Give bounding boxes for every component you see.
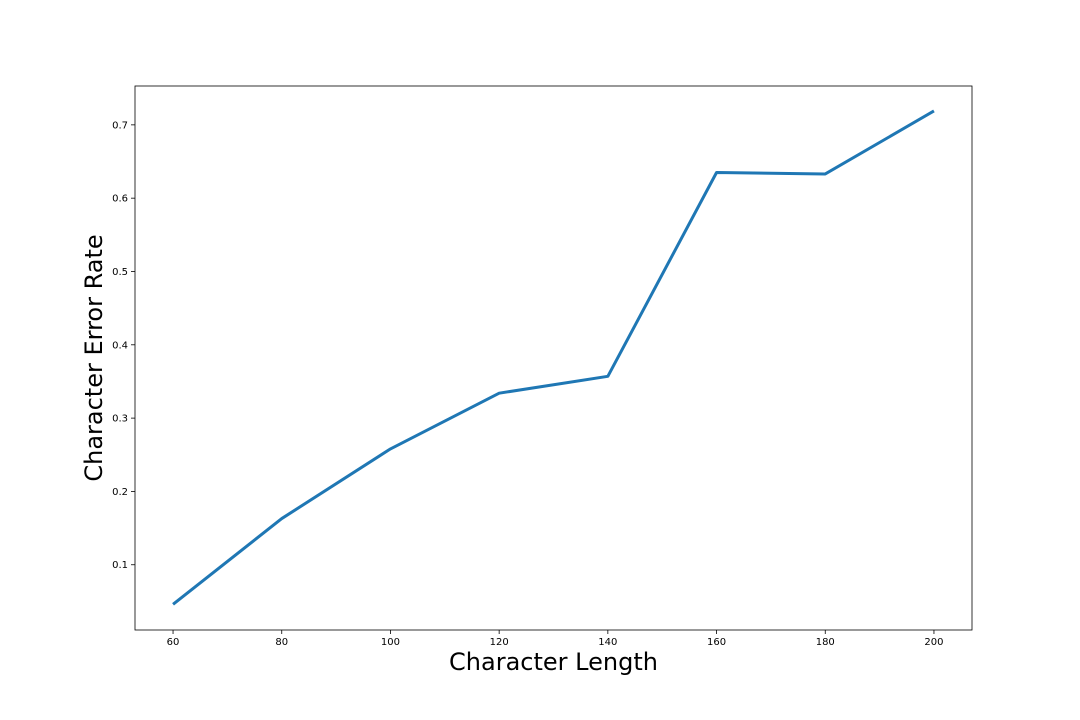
y-tick-label: 0.7 [112,120,128,131]
series-layer [172,109,935,606]
y-tick-label: 0.1 [112,560,128,571]
data-point [389,447,392,450]
data-point [498,392,501,395]
x-axis-title: Character Length [449,648,658,676]
data-point [824,172,827,175]
x-tick-label: 200 [924,637,943,648]
y-axis-title: Character Error Rate [80,234,108,481]
y-tick-label: 0.6 [112,194,128,205]
x-tick-label: 120 [490,637,509,648]
data-point [715,171,718,174]
x-axis-ticks: 60 80 100 120 140 160 180 200 [167,630,944,648]
data-point [932,109,935,112]
y-tick-label: 0.4 [112,340,128,351]
y-tick-label: 0.3 [112,414,128,425]
x-tick-label: 80 [275,637,288,648]
x-tick-label: 100 [381,637,400,648]
y-tick-label: 0.5 [112,267,128,278]
data-point [280,517,283,520]
x-tick-label: 140 [598,637,617,648]
data-point [172,603,175,606]
series-line [172,109,935,606]
x-tick-label: 60 [167,637,180,648]
y-tick-label: 0.2 [112,487,128,498]
plot-area [134,85,973,631]
data-point [606,375,609,378]
x-tick-label: 160 [707,637,726,648]
x-tick-label: 180 [816,637,835,648]
y-axis-ticks: 0.1 0.2 0.3 0.4 0.5 0.6 0.7 [112,120,135,571]
